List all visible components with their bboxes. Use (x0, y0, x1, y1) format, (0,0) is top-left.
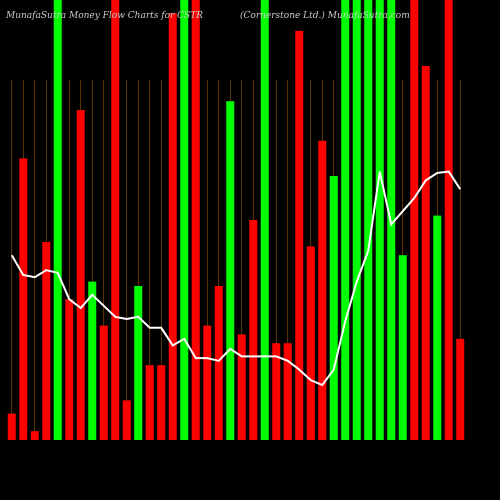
bar (272, 343, 281, 440)
bar (341, 0, 350, 440)
bar (76, 110, 85, 440)
bar (226, 101, 235, 440)
bar (249, 220, 258, 440)
bar (214, 286, 223, 440)
bar (19, 158, 28, 440)
bar (134, 286, 143, 440)
bar (99, 325, 108, 440)
bar (318, 140, 327, 441)
bar (111, 0, 120, 440)
bar (7, 413, 16, 440)
bar (42, 242, 51, 440)
bar (145, 365, 154, 440)
chart-title: MunafaSutra Money Flow Charts for CSTR (5, 11, 203, 21)
bar (421, 66, 430, 440)
bar (410, 0, 419, 440)
bar (456, 338, 465, 440)
bar (65, 299, 74, 440)
bar (283, 343, 292, 440)
chart-subtitle: (Cornerstone Ltd.) MunafaSutra.com (240, 10, 410, 21)
bar (444, 0, 453, 440)
bars (7, 0, 465, 441)
bar (122, 400, 131, 440)
bar (295, 30, 304, 441)
bar (53, 0, 62, 440)
bar (352, 0, 361, 440)
bar (433, 215, 442, 440)
bar (260, 0, 269, 440)
bar (306, 246, 315, 440)
bar (191, 0, 200, 440)
bar (168, 13, 177, 440)
bar (157, 365, 166, 440)
bar (398, 255, 407, 440)
bar (180, 0, 189, 440)
bar (329, 176, 338, 440)
bar (375, 0, 384, 440)
bar (30, 431, 39, 440)
bar (88, 281, 97, 440)
bar (364, 0, 373, 440)
line (10, 170, 462, 387)
lines (10, 170, 462, 387)
bar (203, 325, 212, 440)
bar (237, 334, 246, 440)
